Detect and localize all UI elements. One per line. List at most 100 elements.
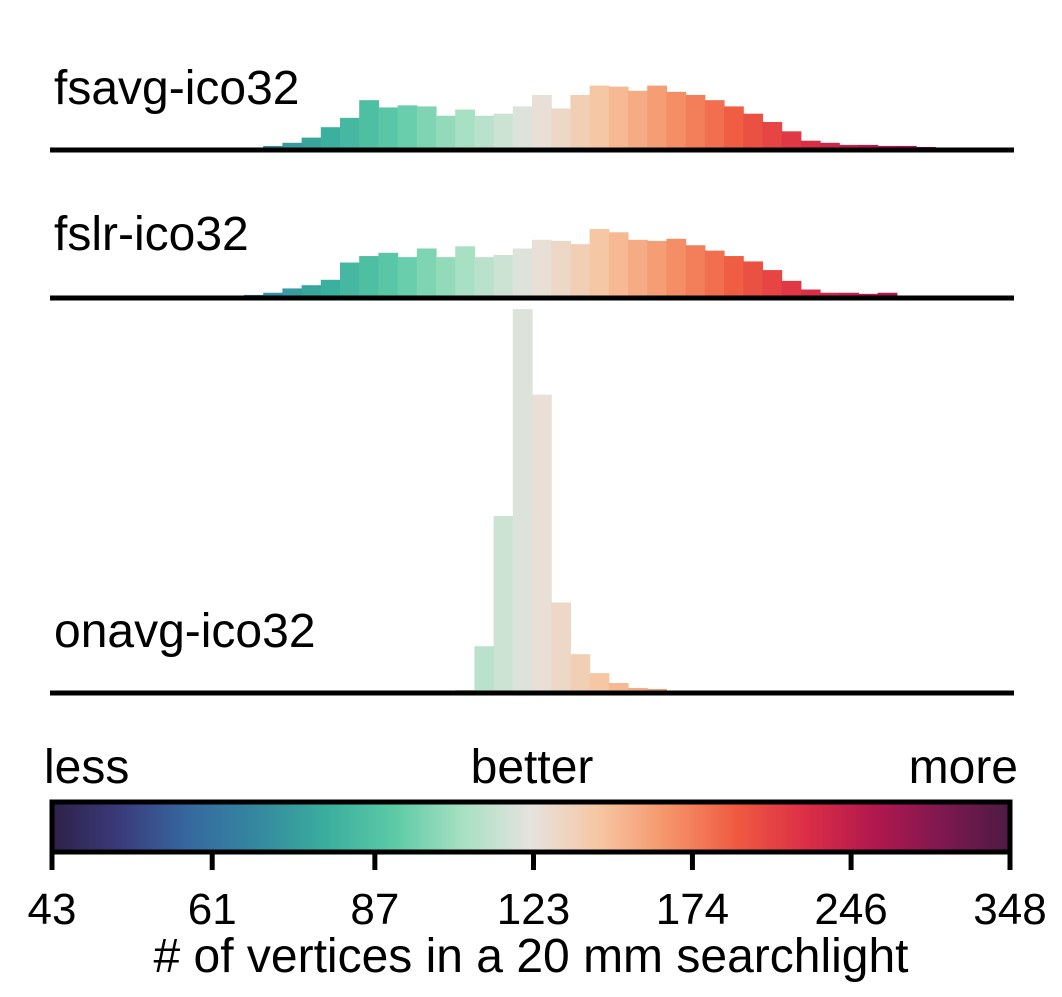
panel-onavg: onavg-ico32 — [50, 309, 1014, 696]
bar-fsavg-ico32-45 — [916, 146, 936, 148]
bar-onavg-ico32-23 — [493, 515, 514, 691]
bar-fslr-ico32-38 — [781, 280, 802, 296]
bar-fslr-ico32-35 — [724, 256, 744, 296]
bar-fsavg-ico32-30 — [628, 90, 648, 148]
colorbar: less better more 43 61 87 123 174 246 348 # of… — [28, 741, 1047, 983]
colorbar-tick-label-1: 61 — [188, 885, 237, 934]
bar-fsavg-ico32-40 — [820, 142, 840, 148]
bar-fslr-ico32-21 — [455, 246, 475, 296]
panel-label-onavg: onavg-ico32 — [54, 605, 316, 658]
bar-onavg-ico32-25 — [532, 394, 552, 691]
bar-fsavg-ico32-42 — [858, 144, 879, 148]
bar-fslr-ico32-32 — [666, 238, 687, 296]
bars-fsavg — [263, 85, 936, 148]
bar-fsavg-ico32-18 — [397, 105, 418, 148]
bar-fslr-ico32-23 — [493, 254, 514, 296]
bar-fsavg-ico32-43 — [877, 145, 898, 148]
bar-fslr-ico32-13 — [301, 285, 322, 296]
bar-fslr-ico32-40 — [820, 292, 840, 296]
bar-fsavg-ico32-28 — [589, 85, 610, 148]
bar-fsavg-ico32-22 — [474, 115, 495, 148]
bar-fsavg-ico32-17 — [378, 107, 399, 148]
bar-fslr-ico32-41 — [839, 292, 859, 296]
bar-fsavg-ico32-29 — [608, 86, 629, 148]
bar-fslr-ico32-18 — [397, 257, 418, 296]
bar-fslr-ico32-43 — [877, 292, 898, 296]
panel-label-fsavg: fsavg-ico32 — [54, 62, 299, 115]
bar-fsavg-ico32-19 — [416, 106, 437, 148]
bar-fsavg-ico32-34 — [704, 100, 725, 148]
bars-fslr — [244, 229, 898, 296]
panel-fslr: fslr-ico32 — [50, 208, 1014, 301]
bar-fsavg-ico32-35 — [724, 106, 744, 148]
bar-fslr-ico32-10 — [244, 294, 264, 296]
bar-fslr-ico32-12 — [282, 288, 303, 296]
bar-fsavg-ico32-24 — [512, 106, 533, 148]
bar-fsavg-ico32-31 — [647, 85, 667, 148]
colorbar-ticks: 43 61 87 123 174 246 348 — [28, 852, 1047, 934]
x-axis-label: # of vertices in a 20 mm searchlight — [154, 930, 909, 983]
colorbar-label-better: better — [471, 741, 594, 794]
bar-fsavg-ico32-12 — [282, 142, 303, 148]
bar-fsavg-ico32-36 — [743, 113, 763, 148]
colorbar-tick-label-4: 174 — [656, 885, 729, 934]
colorbar-tick-label-6: 348 — [973, 885, 1046, 934]
bar-fslr-ico32-28 — [589, 229, 610, 296]
bar-fsavg-ico32-37 — [762, 122, 783, 148]
bar-fsavg-ico32-23 — [493, 113, 514, 148]
bar-fslr-ico32-22 — [474, 257, 495, 296]
colorbar-label-less: less — [44, 741, 129, 794]
bar-fsavg-ico32-11 — [263, 145, 283, 148]
bar-fslr-ico32-37 — [762, 270, 783, 296]
bar-fslr-ico32-42 — [858, 293, 879, 296]
bar-fsavg-ico32-27 — [570, 94, 591, 148]
colorbar-gradient — [49, 799, 1013, 855]
colorbar-tick-label-2: 87 — [350, 885, 399, 934]
bar-fsavg-ico32-32 — [666, 91, 687, 148]
bar-fslr-ico32-20 — [436, 257, 456, 296]
bar-onavg-ico32-29 — [608, 683, 629, 691]
colorbar-tick-label-5: 246 — [814, 885, 887, 934]
bar-fsavg-ico32-41 — [839, 144, 859, 148]
panel-label-fslr: fslr-ico32 — [54, 208, 249, 261]
bar-fsavg-ico32-13 — [301, 137, 322, 148]
bar-onavg-ico32-27 — [570, 654, 591, 691]
bar-fsavg-ico32-16 — [359, 100, 379, 148]
colorbar-label-more: more — [909, 741, 1018, 794]
bar-onavg-ico32-30 — [628, 688, 648, 691]
bar-fslr-ico32-27 — [570, 244, 591, 296]
bar-fslr-ico32-16 — [359, 256, 379, 296]
bar-fsavg-ico32-21 — [455, 109, 475, 148]
bar-fslr-ico32-29 — [608, 232, 629, 296]
bar-fsavg-ico32-26 — [551, 108, 571, 148]
colorbar-tick-label-0: 43 — [28, 885, 77, 934]
bar-fslr-ico32-34 — [704, 250, 725, 296]
bar-onavg-ico32-24 — [512, 309, 533, 691]
bar-fslr-ico32-17 — [378, 252, 399, 296]
bar-fslr-ico32-26 — [551, 240, 571, 296]
bar-fslr-ico32-14 — [320, 279, 341, 296]
bar-fslr-ico32-30 — [628, 239, 648, 296]
bar-fsavg-ico32-15 — [340, 117, 360, 148]
bar-onavg-ico32-22 — [474, 646, 495, 691]
bar-fslr-ico32-11 — [263, 292, 283, 296]
bar-fsavg-ico32-20 — [436, 115, 456, 148]
colorbar-tick-label-3: 123 — [497, 885, 570, 934]
bar-fsavg-ico32-44 — [896, 145, 917, 148]
bar-fsavg-ico32-39 — [800, 140, 821, 148]
bar-fsavg-ico32-33 — [685, 94, 706, 148]
bar-fslr-ico32-33 — [685, 245, 706, 296]
bar-onavg-ico32-26 — [551, 602, 571, 691]
bar-onavg-ico32-31 — [647, 689, 667, 691]
bar-fsavg-ico32-14 — [320, 127, 341, 148]
bar-fslr-ico32-31 — [647, 240, 667, 296]
bar-fslr-ico32-19 — [416, 248, 437, 296]
bar-fslr-ico32-24 — [512, 248, 533, 296]
bar-onavg-ico32-28 — [589, 673, 610, 691]
bar-fsavg-ico32-38 — [781, 131, 802, 148]
panel-fsavg: fsavg-ico32 — [50, 62, 1014, 153]
bar-fsavg-ico32-25 — [532, 94, 552, 148]
bar-fslr-ico32-39 — [800, 289, 821, 296]
bar-fslr-ico32-36 — [743, 261, 763, 296]
